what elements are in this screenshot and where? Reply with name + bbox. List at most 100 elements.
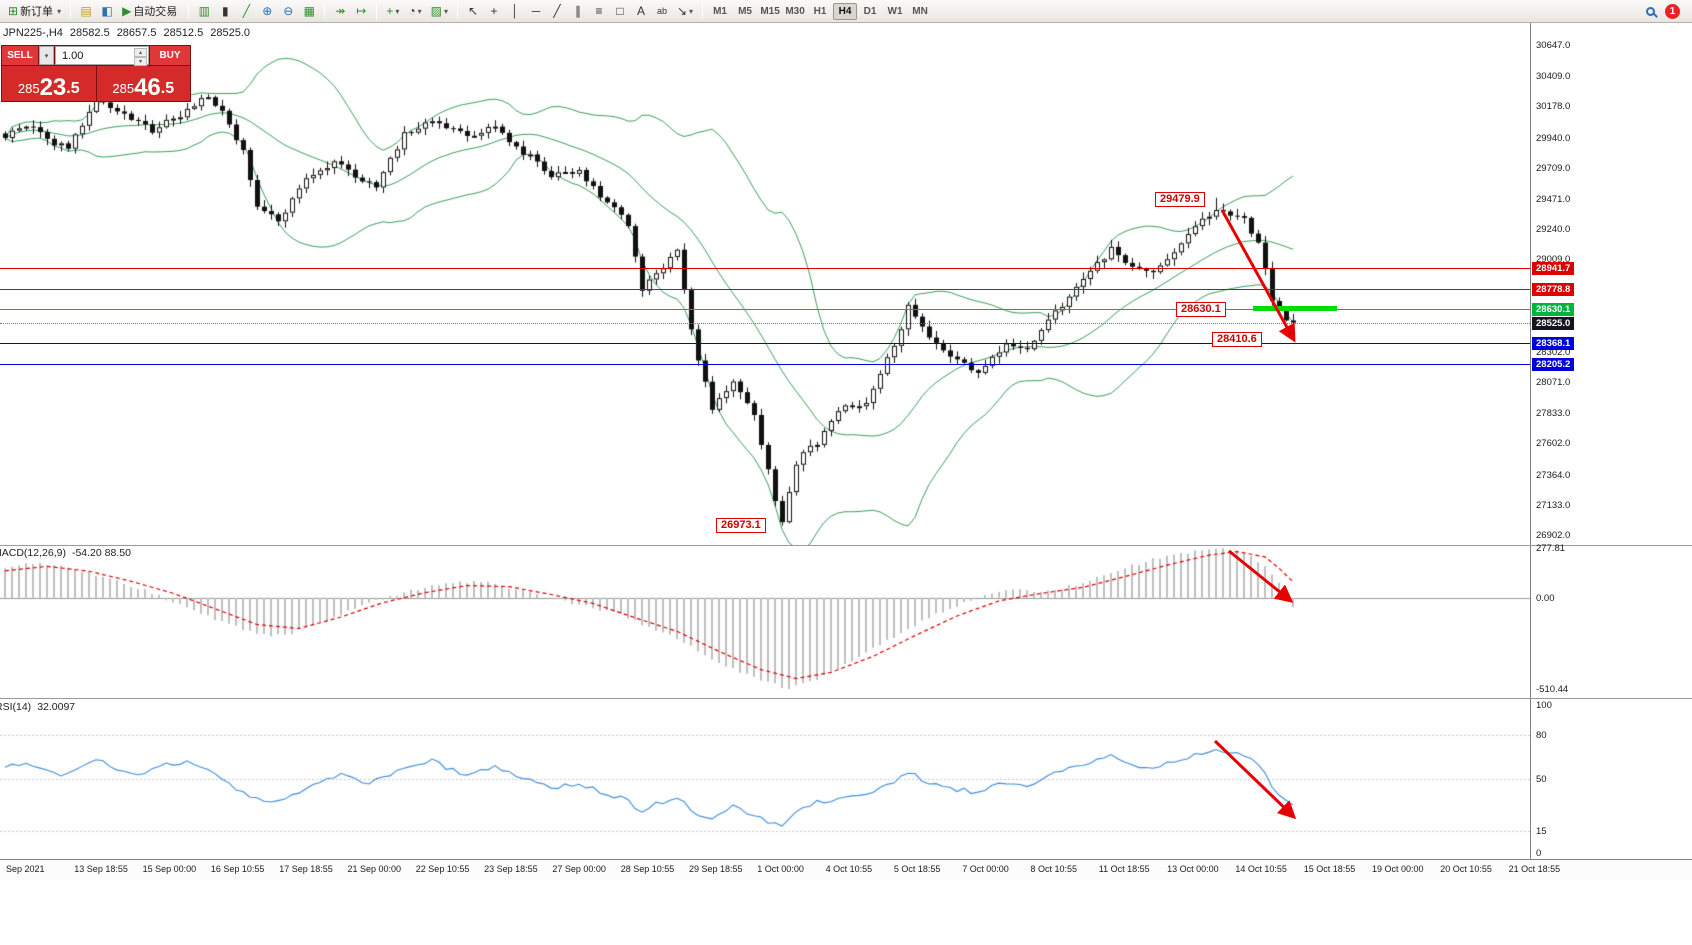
- panel-separator[interactable]: [0, 545, 1692, 546]
- macd-canvas[interactable]: [0, 546, 1530, 698]
- auto-scroll-button[interactable]: ↠: [330, 2, 350, 21]
- main-chart-canvas[interactable]: [0, 23, 1530, 545]
- rsi-label: RSI(14) 32.0097: [0, 701, 75, 713]
- chevron-down-icon: ▾: [689, 6, 694, 16]
- line-chart-button[interactable]: ╱: [236, 2, 256, 21]
- auto-scroll-icon: ↠: [335, 4, 346, 18]
- timeframe-h4-button[interactable]: H4: [833, 2, 858, 20]
- sell-price-fraction: .5: [66, 80, 80, 98]
- timeframe-d1-button[interactable]: D1: [863, 5, 877, 17]
- high-value: 28657.5: [116, 27, 157, 39]
- sell-price-pips: 23: [39, 73, 67, 101]
- tile-windows-button[interactable]: ▦: [299, 2, 319, 21]
- volume-stepper[interactable]: ▴ ▾: [134, 48, 147, 66]
- trendline-tool-button[interactable]: ╱: [547, 2, 567, 21]
- toolbar-separator: [188, 3, 190, 19]
- toolbar-separator: [70, 3, 72, 19]
- chart-shift-button[interactable]: ↦: [351, 2, 371, 21]
- sell-price-display[interactable]: 285 23.5: [2, 66, 96, 101]
- text-label-icon: ab: [656, 5, 667, 16]
- market-watch-button[interactable]: ◧: [97, 2, 117, 21]
- periods-button[interactable]: ◔ ▾: [404, 2, 425, 21]
- macd-label: MACD(12,26,9) -54.20 88.50: [0, 547, 131, 559]
- zoom-in-icon: ⊕: [262, 4, 273, 18]
- bar-chart-button[interactable]: ▥: [194, 2, 214, 21]
- arrows-tool-button[interactable]: ↘ ▾: [673, 2, 697, 21]
- price-axis[interactable]: [1530, 23, 1692, 880]
- crosshair-icon: +: [490, 4, 498, 18]
- sell-button[interactable]: SELL: [2, 46, 38, 65]
- volume-input[interactable]: 1.00 ▴ ▾: [55, 46, 149, 66]
- sell-price-prefix: 285: [17, 80, 40, 96]
- timeframe-m1-button[interactable]: M1: [713, 5, 727, 17]
- rsi-value: 32.0097: [37, 701, 76, 713]
- vertical-line-icon: │: [511, 4, 519, 18]
- order-type-dropdown[interactable]: ▾: [39, 46, 54, 65]
- candlestick-button[interactable]: ▮: [215, 2, 235, 21]
- close-value: 28525.0: [210, 27, 250, 39]
- new-order-label: 新订单: [20, 6, 54, 18]
- horizontal-line-icon: ─: [531, 4, 541, 18]
- candlestick-icon: ▮: [222, 4, 229, 18]
- channel-icon: ∥: [574, 4, 581, 18]
- timeframe-m15-button[interactable]: M15: [760, 5, 780, 17]
- rsi-name: RSI(14): [0, 701, 32, 713]
- market-watch-icon: ◧: [101, 4, 113, 18]
- toolbar-separator: [456, 3, 458, 19]
- chevron-down-icon: ▾: [395, 6, 400, 16]
- arrows-icon: ↘: [676, 4, 688, 18]
- tile-windows-icon: ▦: [303, 4, 315, 18]
- buy-button[interactable]: BUY: [150, 46, 190, 65]
- buy-price-prefix: 285: [112, 80, 135, 96]
- line-chart-icon: ╱: [242, 4, 250, 18]
- shapes-tool-button[interactable]: □: [610, 2, 630, 21]
- timeframe-m30-button[interactable]: M30: [785, 5, 805, 17]
- templates-icon: ▨: [430, 4, 442, 18]
- fibonacci-tool-button[interactable]: ≡: [589, 2, 609, 21]
- buy-price-fraction: .5: [160, 80, 175, 98]
- spin-up-icon[interactable]: ▴: [134, 48, 147, 57]
- trendline-icon: ╱: [553, 4, 561, 18]
- profiles-button[interactable]: ▤: [76, 2, 96, 21]
- timeframe-mn-button[interactable]: MN: [912, 5, 928, 17]
- timeframe-w1-button[interactable]: W1: [887, 5, 903, 17]
- crosshair-tool-button[interactable]: +: [484, 2, 504, 21]
- chevron-down-icon: ▾: [57, 6, 62, 16]
- chevron-down-icon: ▾: [443, 6, 448, 16]
- indicators-button[interactable]: + ▾: [382, 2, 403, 21]
- templates-button[interactable]: ▨ ▾: [427, 2, 452, 21]
- timeframe-h1-button[interactable]: H1: [813, 5, 827, 17]
- profiles-icon: ▤: [80, 4, 92, 18]
- spin-down-icon[interactable]: ▾: [134, 57, 147, 66]
- zoom-in-button[interactable]: ⊕: [257, 2, 277, 21]
- symbol-period-label: JPN225-,H4: [3, 27, 63, 39]
- zoom-out-button[interactable]: ⊖: [278, 2, 298, 21]
- cursor-tool-button[interactable]: ↖: [463, 2, 483, 21]
- notification-badge[interactable]: 1: [1665, 3, 1680, 19]
- autotrade-button[interactable]: ▶ 自动交易: [118, 2, 183, 21]
- fibonacci-icon: ≡: [595, 4, 603, 18]
- periods-icon: ◔: [408, 4, 416, 18]
- toolbar: ⊞ 新订单 ▾ ▤ ◧ ▶ 自动交易 ▥ ▮ ╱ ⊕ ⊖ ▦ ↠ ↦ + ▾ ◔…: [0, 0, 1692, 23]
- text-tool-button[interactable]: A: [631, 2, 651, 21]
- volume-value: 1.00: [62, 49, 84, 62]
- search-button[interactable]: [1640, 2, 1660, 21]
- macd-name: MACD(12,26,9): [0, 547, 66, 559]
- horizontal-line-tool-button[interactable]: ─: [526, 2, 546, 21]
- buy-price-display[interactable]: 285 46.5: [96, 66, 190, 101]
- text-label-tool-button[interactable]: ab: [652, 2, 672, 21]
- new-order-button[interactable]: ⊞ 新订单 ▾: [4, 2, 65, 21]
- chevron-down-icon: ▾: [417, 6, 422, 16]
- toolbar-separator: [376, 3, 378, 19]
- vertical-line-tool-button[interactable]: │: [505, 2, 525, 21]
- timeframe-m5-button[interactable]: M5: [738, 5, 752, 17]
- buy-price-pips: 46: [134, 73, 161, 101]
- channel-tool-button[interactable]: ∥: [568, 2, 588, 21]
- rsi-panel-canvas[interactable]: [0, 699, 1530, 859]
- time-axis[interactable]: [0, 859, 1692, 880]
- macd-values: -54.20 88.50: [71, 547, 131, 559]
- chart-shift-icon: ↦: [356, 4, 367, 18]
- zoom-out-icon: ⊖: [283, 4, 294, 18]
- panel-separator[interactable]: [0, 698, 1692, 699]
- chart-ohlc-header: JPN225-,H4 28582.5 28657.5 28512.5 28525…: [3, 27, 250, 39]
